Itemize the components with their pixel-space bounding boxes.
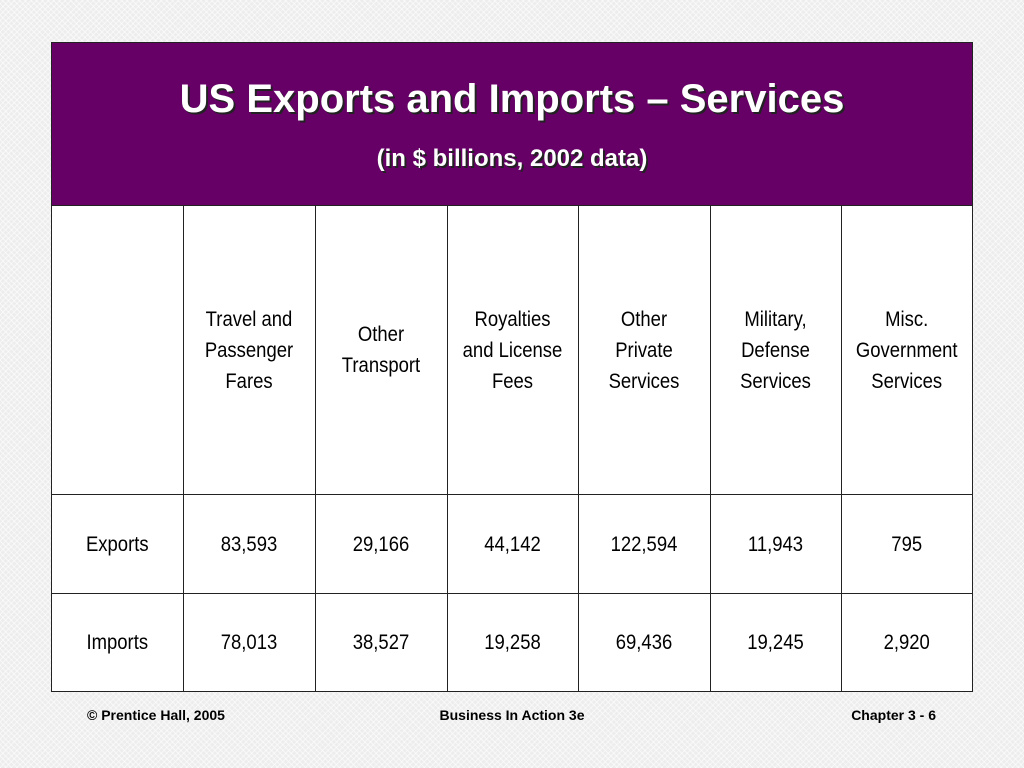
table-cell: 69,436: [585, 593, 703, 691]
table-cell: 83,593: [190, 494, 308, 595]
services-table-frame: US Exports and Imports – Services (in $ …: [51, 42, 973, 692]
footer-book-title: Business In Action 3e: [439, 707, 585, 723]
table-cell: 19,258: [454, 593, 571, 691]
table-cell: 122,594: [585, 494, 703, 595]
header-cell-royalties: Royalties and License Fees: [454, 206, 571, 496]
title-band: US Exports and Imports – Services (in $ …: [52, 43, 972, 206]
table-cell: 78,013: [190, 593, 308, 691]
table-cell: 11,943: [717, 494, 834, 595]
table-cell: 44,142: [454, 494, 571, 595]
table-header-row: Travel and Passenger Fares Other Transpo…: [52, 206, 972, 496]
header-cell-misc-government: Misc. Government Services: [848, 206, 965, 496]
slide-subtitle: (in $ billions, 2002 data): [376, 145, 648, 172]
table-cell: 795: [848, 494, 965, 595]
header-cell-travel: Travel and Passenger Fares: [190, 206, 308, 496]
footer-chapter: Chapter 3 - 6: [851, 707, 936, 723]
row-label: Exports: [59, 494, 176, 595]
footer-copyright: © Prentice Hall, 2005: [87, 707, 225, 723]
table-cell: 38,527: [322, 593, 440, 691]
header-cell-other-transport: Other Transport: [322, 206, 440, 496]
header-cell-other-private: Other Private Services: [585, 206, 703, 496]
table-row-exports: Exports 83,593 29,166 44,142 122,594 11,…: [52, 494, 972, 595]
row-label: Imports: [59, 593, 176, 691]
header-cell-military: Military, Defense Services: [717, 206, 834, 496]
table-cell: 2,920: [848, 593, 965, 691]
table-row-imports: Imports 78,013 38,527 19,258 69,436 19,2…: [52, 593, 972, 691]
table-cell: 29,166: [322, 494, 440, 595]
services-data-table: Travel and Passenger Fares Other Transpo…: [52, 206, 972, 691]
header-cell-corner: [59, 206, 176, 496]
slide-title: US Exports and Imports – Services: [179, 77, 845, 121]
table-cell: 19,245: [717, 593, 834, 691]
